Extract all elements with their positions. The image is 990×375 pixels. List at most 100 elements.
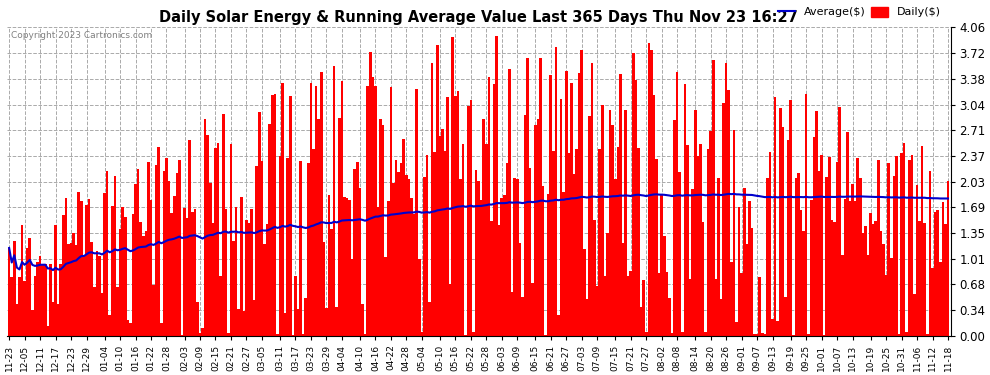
- Bar: [302, 334, 305, 336]
- Bar: [50, 264, 51, 336]
- Bar: [810, 200, 813, 336]
- Bar: [434, 152, 436, 336]
- Bar: [413, 214, 416, 336]
- Bar: [815, 111, 818, 336]
- Bar: [932, 268, 934, 336]
- Bar: [212, 223, 214, 336]
- Bar: [201, 328, 204, 336]
- Bar: [601, 105, 604, 336]
- Bar: [567, 153, 570, 336]
- Bar: [511, 292, 514, 336]
- Bar: [472, 332, 474, 336]
- Bar: [828, 157, 831, 336]
- Bar: [673, 120, 676, 336]
- Bar: [643, 279, 644, 336]
- Bar: [477, 182, 480, 336]
- Bar: [137, 168, 140, 336]
- Bar: [328, 195, 331, 336]
- Bar: [591, 63, 593, 336]
- Bar: [498, 225, 501, 336]
- Bar: [103, 193, 106, 336]
- Bar: [98, 256, 101, 336]
- Bar: [248, 223, 250, 336]
- Bar: [47, 326, 50, 336]
- Bar: [464, 334, 467, 336]
- Bar: [11, 277, 13, 336]
- Bar: [346, 198, 348, 336]
- Bar: [129, 323, 132, 336]
- Bar: [431, 63, 434, 336]
- Bar: [836, 162, 839, 336]
- Bar: [552, 151, 554, 336]
- Bar: [898, 334, 900, 336]
- Bar: [678, 172, 681, 336]
- Bar: [325, 308, 328, 336]
- Bar: [797, 173, 800, 336]
- Bar: [686, 145, 689, 336]
- Bar: [148, 162, 149, 336]
- Bar: [209, 183, 212, 336]
- Bar: [776, 321, 779, 336]
- Bar: [534, 125, 537, 336]
- Bar: [416, 89, 418, 336]
- Bar: [240, 197, 243, 336]
- Bar: [82, 255, 85, 336]
- Bar: [818, 171, 821, 336]
- Bar: [442, 129, 444, 336]
- Bar: [676, 72, 678, 336]
- Bar: [774, 97, 776, 336]
- Bar: [403, 140, 405, 336]
- Bar: [429, 302, 431, 336]
- Bar: [554, 48, 557, 336]
- Bar: [341, 81, 344, 336]
- Bar: [384, 257, 387, 336]
- Bar: [733, 130, 736, 336]
- Bar: [707, 148, 710, 336]
- Bar: [233, 241, 235, 336]
- Bar: [864, 226, 866, 336]
- Bar: [90, 242, 93, 336]
- Bar: [222, 114, 225, 336]
- Bar: [805, 94, 808, 336]
- Bar: [779, 108, 782, 336]
- Bar: [926, 334, 929, 336]
- Bar: [183, 208, 186, 336]
- Bar: [331, 229, 333, 336]
- Bar: [194, 209, 196, 336]
- Bar: [145, 231, 148, 336]
- Bar: [578, 73, 580, 336]
- Bar: [397, 172, 400, 336]
- Bar: [652, 95, 655, 336]
- Bar: [866, 255, 869, 336]
- Bar: [782, 127, 784, 336]
- Bar: [532, 283, 534, 336]
- Bar: [348, 200, 350, 336]
- Bar: [586, 300, 588, 336]
- Bar: [670, 333, 673, 336]
- Bar: [320, 72, 323, 336]
- Bar: [614, 179, 617, 336]
- Bar: [173, 196, 175, 336]
- Bar: [625, 110, 627, 336]
- Bar: [946, 181, 949, 336]
- Bar: [758, 276, 761, 336]
- Bar: [490, 221, 493, 336]
- Bar: [72, 232, 75, 336]
- Bar: [617, 147, 619, 336]
- Bar: [418, 259, 421, 336]
- Bar: [638, 148, 640, 336]
- Bar: [154, 165, 157, 336]
- Bar: [874, 221, 877, 336]
- Legend: Average($), Daily($): Average($), Daily($): [774, 2, 945, 22]
- Bar: [575, 148, 578, 336]
- Bar: [175, 172, 178, 336]
- Bar: [390, 87, 392, 336]
- Bar: [771, 319, 774, 336]
- Bar: [299, 161, 302, 336]
- Bar: [310, 83, 312, 336]
- Bar: [361, 304, 363, 336]
- Bar: [149, 200, 152, 336]
- Bar: [795, 178, 797, 336]
- Bar: [363, 334, 366, 336]
- Title: Daily Solar Energy & Running Average Value Last 365 Days Thu Nov 23 16:27: Daily Solar Energy & Running Average Val…: [159, 10, 798, 25]
